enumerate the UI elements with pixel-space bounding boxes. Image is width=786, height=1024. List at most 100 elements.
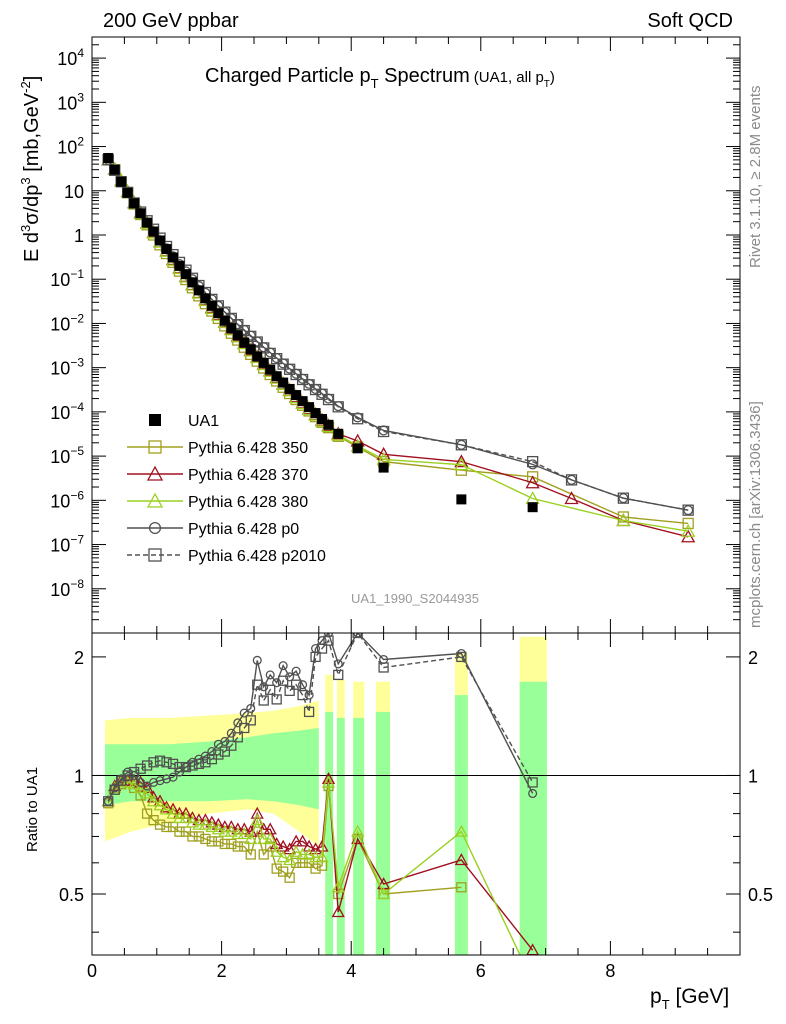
ratio-point [122,770,133,781]
mcplots-label: mcplots.cern.ch [arXiv:1306.3436] [747,401,764,628]
ratio-point [154,755,166,766]
ratio-point [316,643,328,654]
series-point [616,513,631,527]
ratio-point [211,822,225,835]
ratio-point [155,776,165,786]
ratio-point [193,831,205,842]
main-series [101,152,696,543]
legend-marker [148,521,162,535]
ratio-point [172,811,187,824]
x-tick-label: 8 [605,961,615,981]
data-point [265,364,276,375]
rivet-label: Rivet 3.1.10, ≥ 2.8M events [747,86,764,269]
ratio-point [272,678,282,688]
series-point [526,455,539,468]
data-point [168,252,178,263]
data-point [103,153,114,164]
data-point [219,315,230,326]
ratio-point [296,847,310,860]
series-point [377,425,390,438]
ratio-point [166,806,180,819]
axes: 0 2 4 6 810410310210110−110−210−310−410−510−… [50,36,773,981]
ratio-point [333,659,343,669]
x-tick-label: 2 [217,961,227,981]
y-tick-label: 10 [64,182,84,202]
x-axis-label: pT [GeV] [650,985,729,1012]
data-point [258,357,269,368]
series-point [454,457,469,471]
ratio-point [297,857,308,868]
data-point [333,428,344,439]
y-tick-label: 10−1 [50,267,84,290]
data-point [284,383,295,394]
ratio-point [310,651,321,663]
data-point [213,308,224,319]
y-tick-label: 102 [57,135,84,158]
data-point [278,377,289,388]
ratio-point [265,684,276,695]
ratio-point [116,775,127,786]
ratio-point [141,808,153,819]
data-point [271,371,282,382]
ratio-point [270,844,284,857]
ratio-point [283,853,297,866]
y-axis-label: E d3σ/dp3 [mb,GeV-2] [18,76,43,262]
series-point [682,504,694,516]
ratio-point [185,815,200,828]
ratio-point [239,841,250,852]
ratio-point [200,833,211,845]
header-left: 200 GeV ppbar [103,10,239,32]
ratio-point [140,781,154,794]
ratio-point [193,758,205,770]
ratio-point [352,633,363,639]
data-point [527,502,538,513]
ratio-point [245,715,256,726]
ratio-point [271,863,282,874]
data-point [239,337,250,348]
ratio-point [290,857,302,868]
ratio-point [232,841,243,852]
ratio-point [174,826,185,837]
series-point [682,517,694,530]
ratio-point [528,788,538,799]
data-point [310,408,321,419]
legend-label: Pythia 6.428 p0 [188,521,299,538]
data-point [122,187,133,198]
ratio-point [304,690,314,700]
ratio-point [135,763,146,774]
y-tick-label: 1 [74,226,84,246]
ratio-point [310,863,321,874]
ratio-point [333,669,344,681]
ratio-point [141,760,153,771]
data-point [180,269,191,280]
legend-marker [148,440,162,454]
y-tick-label: 10−3 [50,356,84,379]
legend-marker [149,414,161,426]
y-tick-label: 10−4 [50,400,84,423]
ratio-point [456,882,467,893]
legend-marker [146,465,164,481]
ratio-point [289,844,303,857]
ratio-point [109,784,120,795]
data-point [135,208,146,219]
analysis-id: UA1_1990_S2044935 [351,591,479,606]
band-inner-bin [336,717,345,955]
y-tick-label: 10−7 [50,533,84,556]
ratio-point [297,689,308,701]
ratio-point [278,866,289,877]
series-point [565,474,578,486]
ratio-point [284,685,295,696]
data-point [352,443,363,454]
ratio-point [146,794,161,807]
ratio-point [180,761,192,773]
legend-label: Pythia 6.428 370 [188,467,308,484]
ratio-point [224,824,238,837]
ratio-point [245,849,256,860]
ratio-point [321,775,336,788]
ratio-point [278,675,289,686]
data-point [116,176,127,187]
data-point [187,277,198,288]
series-point [455,439,468,451]
ratio-point [252,679,263,690]
ratio-point [265,670,275,680]
